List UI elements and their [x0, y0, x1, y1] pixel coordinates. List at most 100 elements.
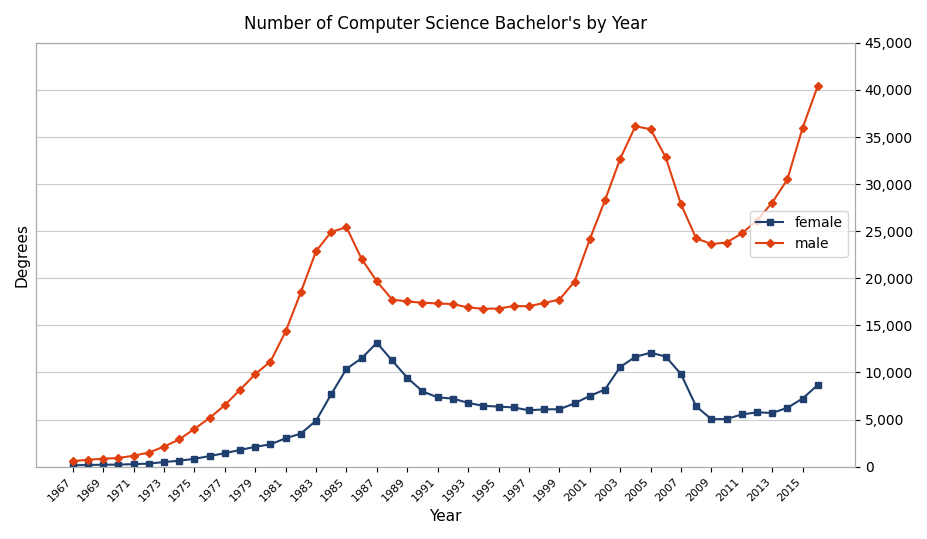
- female: [311, 417, 322, 424]
- female: [264, 441, 275, 447]
- male: [766, 199, 777, 206]
- X-axis label: Year: Year: [428, 509, 461, 524]
- male: [720, 239, 731, 246]
- female: [705, 416, 717, 423]
- female: [189, 455, 200, 462]
- male: [97, 455, 108, 462]
- Legend: female, male: female, male: [749, 211, 847, 257]
- male: [371, 278, 382, 285]
- male: [659, 154, 670, 161]
- female: [492, 403, 503, 410]
- Line: male: male: [70, 83, 819, 464]
- female: [295, 430, 306, 437]
- male: [462, 304, 473, 310]
- male: [249, 371, 260, 377]
- male: [235, 386, 246, 393]
- male: [568, 279, 579, 285]
- male: [523, 303, 534, 309]
- male: [781, 176, 792, 183]
- female: [751, 409, 762, 416]
- female: [568, 400, 579, 406]
- male: [204, 414, 215, 421]
- male: [311, 248, 322, 254]
- male: [113, 455, 124, 461]
- male: [401, 298, 413, 305]
- female: [629, 354, 641, 360]
- female: [675, 371, 686, 377]
- male: [811, 82, 822, 89]
- male: [159, 444, 170, 450]
- male: [629, 123, 641, 129]
- female: [249, 444, 260, 450]
- female: [720, 416, 731, 422]
- male: [280, 328, 291, 335]
- male: [675, 201, 686, 208]
- male: [599, 197, 610, 204]
- female: [401, 375, 413, 381]
- female: [371, 340, 382, 346]
- female: [432, 394, 443, 400]
- female: [204, 453, 215, 459]
- male: [690, 235, 701, 241]
- Title: Number of Computer Science Bachelor's by Year: Number of Computer Science Bachelor's by…: [244, 15, 646, 33]
- female: [796, 395, 807, 402]
- female: [128, 461, 139, 467]
- female: [614, 364, 625, 370]
- female: [83, 462, 94, 468]
- male: [83, 457, 94, 463]
- male: [325, 229, 337, 235]
- female: [781, 405, 792, 411]
- male: [128, 452, 139, 459]
- female: [599, 386, 610, 393]
- female: [340, 365, 351, 372]
- male: [386, 296, 397, 303]
- female: [235, 447, 246, 453]
- female: [508, 404, 519, 411]
- female: [644, 349, 655, 356]
- female: [659, 354, 670, 360]
- female: [690, 403, 701, 410]
- male: [614, 156, 625, 162]
- male: [416, 300, 427, 306]
- female: [477, 403, 489, 409]
- female: [113, 461, 124, 468]
- female: [523, 407, 534, 413]
- female: [538, 406, 549, 412]
- female: [97, 461, 108, 468]
- male: [264, 358, 275, 365]
- male: [219, 402, 230, 409]
- male: [583, 236, 594, 243]
- female: [219, 450, 230, 457]
- female: [553, 406, 565, 412]
- female: [735, 411, 746, 418]
- male: [538, 300, 549, 306]
- male: [356, 256, 367, 262]
- female: [583, 393, 594, 399]
- male: [67, 458, 78, 464]
- male: [447, 301, 458, 307]
- male: [508, 303, 519, 309]
- male: [173, 436, 184, 443]
- female: [173, 458, 184, 464]
- female: [356, 355, 367, 362]
- male: [796, 125, 807, 131]
- male: [477, 306, 489, 312]
- male: [295, 289, 306, 295]
- male: [705, 241, 717, 247]
- female: [811, 382, 822, 388]
- male: [432, 300, 443, 307]
- Line: female: female: [70, 340, 819, 468]
- Y-axis label: Degrees: Degrees: [15, 223, 30, 287]
- male: [553, 296, 565, 303]
- male: [189, 426, 200, 432]
- female: [462, 399, 473, 406]
- female: [325, 391, 337, 397]
- female: [447, 395, 458, 402]
- female: [386, 357, 397, 364]
- male: [644, 126, 655, 132]
- male: [735, 230, 746, 237]
- female: [143, 460, 154, 467]
- male: [143, 450, 154, 456]
- female: [766, 410, 777, 416]
- male: [340, 224, 351, 231]
